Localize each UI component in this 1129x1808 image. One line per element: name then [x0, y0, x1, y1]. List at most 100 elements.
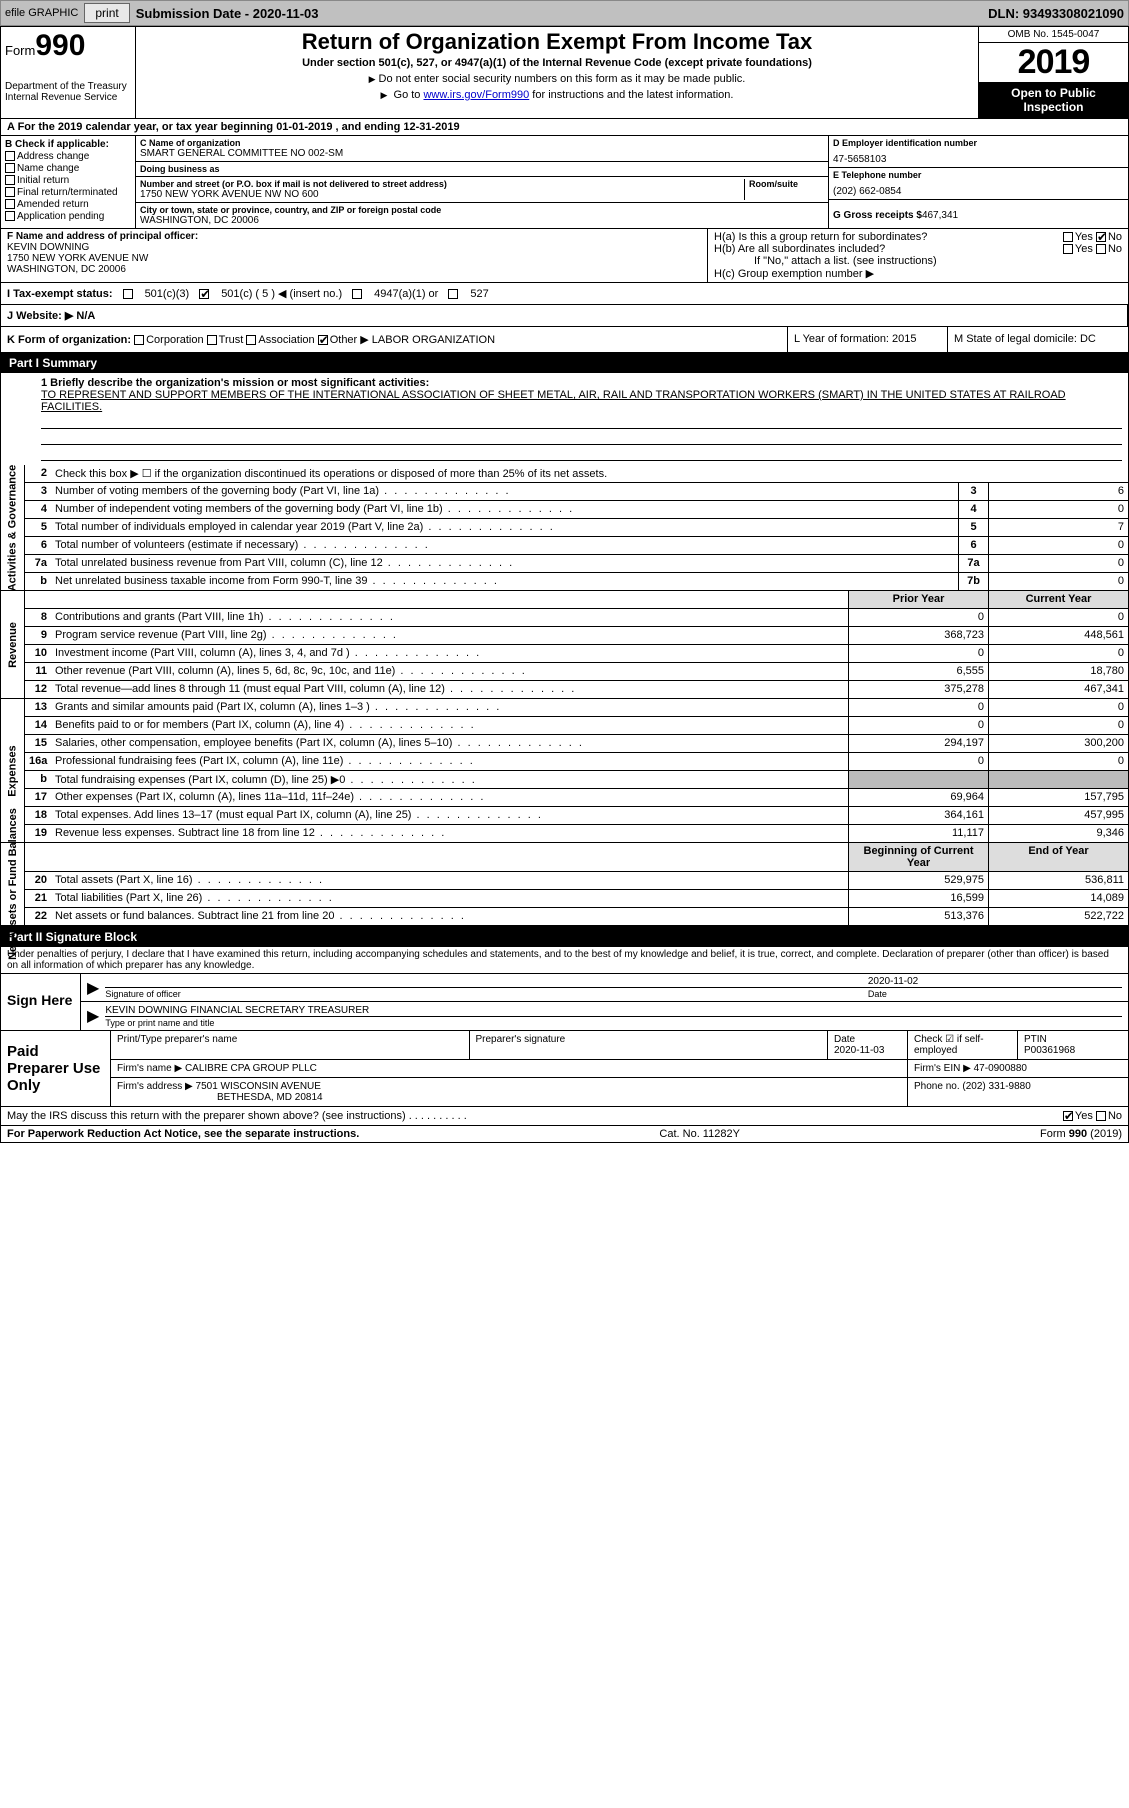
hc-row: H(c) Group exemption number ▶ — [714, 267, 1122, 280]
hb-row: H(b) Are all subordinates included? Yes … — [714, 243, 1122, 255]
uline3 — [41, 447, 1122, 461]
form-subtitle: Under section 501(c), 527, or 4947(a)(1)… — [142, 57, 972, 69]
dept-label: Department of the Treasury Internal Reve… — [5, 81, 131, 103]
form-word: Form — [5, 43, 35, 58]
gross-cell: G Gross receipts $467,341 — [829, 200, 1128, 223]
toolbar: efile GRAPHIC print Submission Date - 20… — [0, 0, 1129, 26]
hb-no[interactable] — [1096, 244, 1106, 254]
side-activities: Activities & Governance — [1, 465, 25, 591]
chk-other[interactable] — [318, 335, 328, 345]
hb-note: If "No," attach a list. (see instruction… — [714, 255, 1122, 267]
gov-row: 3Number of voting members of the governi… — [25, 483, 1128, 501]
discuss-row: May the IRS discuss this return with the… — [1, 1107, 1128, 1126]
chk-corp[interactable] — [134, 335, 144, 345]
ha-yes[interactable] — [1063, 232, 1073, 242]
chk-final[interactable]: Final return/terminated — [5, 187, 131, 198]
year-formation: L Year of formation: 2015 — [788, 327, 948, 352]
rev-row: 11Other revenue (Part VIII, column (A), … — [25, 663, 1128, 681]
ein-cell: D Employer identification number 47-5658… — [829, 136, 1128, 168]
ha-no[interactable] — [1096, 232, 1106, 242]
rev-hdr: Prior Year Current Year — [25, 591, 1128, 609]
paid-preparer-label: Paid Preparer Use Only — [1, 1031, 111, 1106]
dln-label: DLN: 93493308021090 — [988, 6, 1124, 21]
exp-row: 17Other expenses (Part IX, column (A), l… — [25, 789, 1128, 807]
title-box: Return of Organization Exempt From Incom… — [136, 27, 978, 118]
exp-row: bTotal fundraising expenses (Part IX, co… — [25, 771, 1128, 789]
row-k-form-org: K Form of organization: Corporation Trus… — [1, 327, 1128, 353]
exp-row: 18Total expenses. Add lines 13–17 (must … — [25, 807, 1128, 825]
row-fh: F Name and address of principal officer:… — [1, 229, 1128, 283]
print-button[interactable]: print — [84, 3, 129, 23]
net-row: 21Total liabilities (Part X, line 26)16,… — [25, 890, 1128, 908]
side-net: Net Assets or Fund Balances — [1, 843, 25, 926]
net-row: 20Total assets (Part X, line 16)529,9755… — [25, 872, 1128, 890]
city-cell: City or town, state or province, country… — [136, 203, 828, 228]
sig-name-row: ▶ KEVIN DOWNING FINANCIAL SECRETARY TREA… — [81, 1002, 1128, 1030]
irs-link[interactable]: www.irs.gov/Form990 — [423, 89, 529, 101]
exp-row: 15Salaries, other compensation, employee… — [25, 735, 1128, 753]
chk-assoc[interactable] — [246, 335, 256, 345]
form-page: Form990 Department of the Treasury Inter… — [0, 26, 1129, 1143]
sign-block: Sign Here ▶ Signature of officer 2020-11… — [1, 973, 1128, 1031]
q2-row: 2 Check this box ▶ ☐ if the organization… — [25, 465, 1128, 483]
addr-cell: Number and street (or P.O. box if mail i… — [136, 177, 828, 203]
discuss-yes[interactable] — [1063, 1111, 1073, 1121]
efile-label: efile GRAPHIC — [5, 7, 78, 19]
prep-row3: Firm's address ▶ 7501 WISCONSIN AVENUEBE… — [111, 1078, 1128, 1106]
dba-cell: Doing business as — [136, 162, 828, 177]
gov-row: bNet unrelated business taxable income f… — [25, 573, 1128, 591]
chk-trust[interactable] — [207, 335, 217, 345]
tax-year: 2019 — [979, 43, 1128, 82]
year-box: OMB No. 1545-0047 2019 Open to Public In… — [978, 27, 1128, 118]
chk-501c3[interactable] — [123, 289, 133, 299]
exp-table: Expenses 13Grants and similar amounts pa… — [1, 699, 1128, 843]
rev-row: 10Investment income (Part VIII, column (… — [25, 645, 1128, 663]
mission-block: 1 Briefly describe the organization's mi… — [1, 373, 1128, 465]
discuss-no[interactable] — [1096, 1111, 1106, 1121]
col-b-checkboxes: B Check if applicable: Address change Na… — [1, 136, 136, 228]
col-f-officer: F Name and address of principal officer:… — [1, 229, 708, 282]
org-name-cell: C Name of organization SMART GENERAL COM… — [136, 136, 828, 162]
form-header: Form990 Department of the Treasury Inter… — [1, 27, 1128, 119]
col-c-org: C Name of organization SMART GENERAL COM… — [136, 136, 828, 228]
gov-row: 4Number of independent voting members of… — [25, 501, 1128, 519]
part1-body: 1 Briefly describe the organization's mi… — [1, 373, 1128, 927]
chk-name[interactable]: Name change — [5, 163, 131, 174]
tel-cell: E Telephone number (202) 662-0854 — [829, 168, 1128, 200]
exp-row: 19Revenue less expenses. Subtract line 1… — [25, 825, 1128, 843]
gov-row: 6Total number of volunteers (estimate if… — [25, 537, 1128, 555]
chk-527[interactable] — [448, 289, 458, 299]
paperwork-note: For Paperwork Reduction Act Notice, see … — [7, 1128, 359, 1140]
omb-number: OMB No. 1545-0047 — [979, 27, 1128, 43]
form-number: 990 — [35, 29, 85, 62]
open-public: Open to Public Inspection — [979, 82, 1128, 118]
exp-row: 14Benefits paid to or for members (Part … — [25, 717, 1128, 735]
note-ssn: Do not enter social security numbers on … — [142, 73, 972, 85]
arrow-icon: ▶ — [87, 978, 99, 998]
penalty-note: Under penalties of perjury, I declare th… — [1, 947, 1128, 973]
uline1 — [41, 415, 1122, 429]
footer-row: For Paperwork Reduction Act Notice, see … — [1, 1126, 1128, 1142]
chk-501c[interactable] — [199, 289, 209, 299]
chk-address[interactable]: Address change — [5, 151, 131, 162]
chk-pending[interactable]: Application pending — [5, 211, 131, 222]
rev-row: 8Contributions and grants (Part VIII, li… — [25, 609, 1128, 627]
chk-amended[interactable]: Amended return — [5, 199, 131, 210]
exp-row: 16aProfessional fundraising fees (Part I… — [25, 753, 1128, 771]
col-h-group: H(a) Is this a group return for subordin… — [708, 229, 1128, 282]
hb-yes[interactable] — [1063, 244, 1073, 254]
net-table: Net Assets or Fund Balances Beginning of… — [1, 843, 1128, 926]
prep-row1: Print/Type preparer's name Preparer's si… — [111, 1031, 1128, 1060]
rev-table: Revenue Prior Year Current Year 8Contrib… — [1, 591, 1128, 699]
gov-row: 5Total number of individuals employed in… — [25, 519, 1128, 537]
col-deg: D Employer identification number 47-5658… — [828, 136, 1128, 228]
chk-initial[interactable]: Initial return — [5, 175, 131, 186]
form-number-box: Form990 Department of the Treasury Inter… — [1, 27, 136, 118]
gov-row: 7aTotal unrelated business revenue from … — [25, 555, 1128, 573]
exp-row: 13Grants and similar amounts paid (Part … — [25, 699, 1128, 717]
note-link: Go to www.irs.gov/Form990 for instructio… — [142, 89, 972, 101]
mission-text: TO REPRESENT AND SUPPORT MEMBERS OF THE … — [41, 389, 1122, 413]
chk-4947[interactable] — [352, 289, 362, 299]
form-footer: Form 990 (2019) — [1040, 1128, 1122, 1140]
uline2 — [41, 431, 1122, 445]
